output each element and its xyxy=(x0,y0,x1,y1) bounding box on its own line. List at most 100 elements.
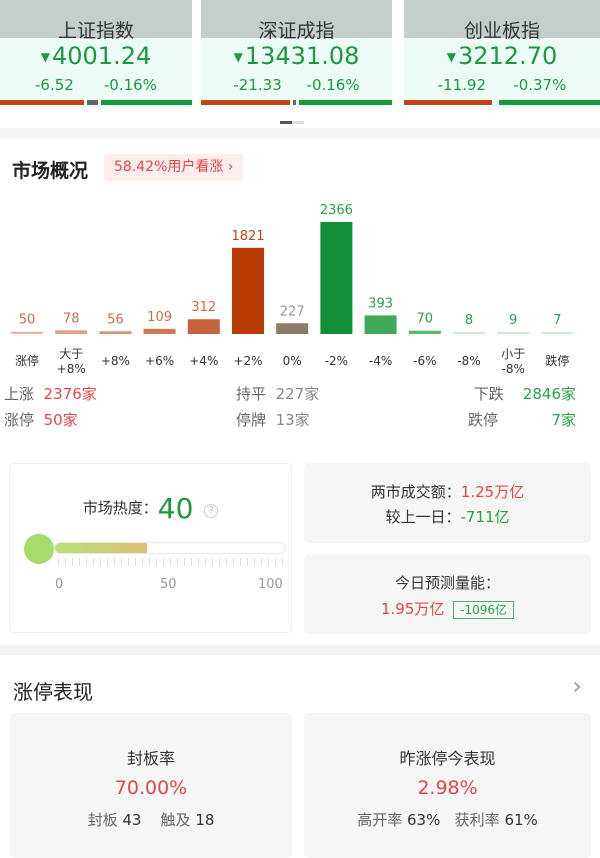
high-open-value: 63% xyxy=(407,811,441,829)
index-price: ▼13431.08 xyxy=(201,42,392,70)
forecast-label: 今日预测量能： xyxy=(394,574,500,592)
turnover-value: 1.25万亿 xyxy=(460,483,525,501)
limit-down-label: 跌停 xyxy=(468,411,499,429)
index-pct: -0.16% xyxy=(306,76,360,94)
bar-value-label: 9 xyxy=(509,313,517,328)
prev-value: -711亿 xyxy=(460,508,510,526)
category-label: +4% xyxy=(189,354,218,368)
overlay xyxy=(404,0,600,38)
bar-2 xyxy=(99,331,132,334)
bar-12 xyxy=(541,332,574,334)
index-change: -11.92 xyxy=(437,76,486,94)
down-triangle-icon: ▼ xyxy=(446,50,456,64)
yesterday-limit-card[interactable]: 昨涨停今表现 2.98% 高开率 63% 获利率 61% xyxy=(304,713,591,858)
market-heat-card: 市场热度：40 ? 0 50 100 xyxy=(9,463,292,633)
bar-10 xyxy=(453,332,485,334)
breadth-bar xyxy=(201,100,392,105)
bar-value-label: 227 xyxy=(280,304,305,319)
price-value: 13431.08 xyxy=(244,42,360,70)
breadth-bar xyxy=(404,100,600,105)
suspended-count: 13家 xyxy=(275,411,310,429)
prev-label: 较上一日： xyxy=(385,508,461,526)
index-change: -21.33 xyxy=(233,76,282,94)
index-carousel[interactable]: 上证指数 ▼4001.24 -6.52 -0.16% 深证成指 ▼13431.08… xyxy=(0,0,600,128)
gauge-knob xyxy=(24,534,54,564)
touched-label: 触及 xyxy=(160,811,191,829)
profit-label: 获利率 xyxy=(454,811,500,829)
index-price: ▼3212.70 xyxy=(404,42,600,70)
index-pct: -0.16% xyxy=(103,76,157,94)
bar-9 xyxy=(408,330,441,334)
bar-value-label: 7 xyxy=(553,313,561,328)
limit-up-title: 涨停表现 xyxy=(13,680,93,704)
chevron-right-icon: › xyxy=(227,159,234,175)
index-name: 创业板指 xyxy=(463,20,540,42)
heat-label: 市场热度： xyxy=(82,499,158,517)
bar-8 xyxy=(364,315,397,334)
high-open-label: 高开率 xyxy=(357,811,403,829)
category-label: +2% xyxy=(233,354,262,368)
category-label: -2% xyxy=(325,354,348,368)
bar-value-label: 2366 xyxy=(320,203,353,218)
tick-50: 50 xyxy=(160,577,177,592)
index-card-cyb[interactable]: 创业板指 ▼3212.70 -11.92 -0.37% xyxy=(404,0,600,108)
forecast-card: 今日预测量能： 1.95万亿 -1096亿 xyxy=(304,554,591,634)
overlay xyxy=(201,0,392,38)
index-pct: -0.37% xyxy=(513,76,567,94)
yesterday-value: 2.98% xyxy=(417,777,478,799)
bar-11 xyxy=(497,332,530,334)
bar-value-label: 1821 xyxy=(231,229,264,244)
divider xyxy=(0,645,600,655)
sealed-count: 43 xyxy=(122,811,142,829)
flat-count: 227家 xyxy=(275,385,320,403)
tick-0: 0 xyxy=(55,577,64,592)
forecast-value: 1.95万亿 xyxy=(380,600,445,618)
bar-7 xyxy=(320,222,353,334)
heat-value: 40 xyxy=(157,492,194,525)
index-change: -6.52 xyxy=(35,76,74,94)
forecast-delta: -1096亿 xyxy=(453,601,515,619)
bar-value-label: 393 xyxy=(368,296,393,311)
carousel-pager[interactable] xyxy=(280,121,304,124)
index-name: 上证指数 xyxy=(57,20,134,42)
category-label: 跌停 xyxy=(545,353,569,368)
seal-rate-card[interactable]: 封板率 70.00% 封板 43 触及 18 xyxy=(10,713,292,858)
overlay xyxy=(0,0,192,38)
turnover-label: 两市成交额： xyxy=(370,483,461,501)
limit-up-count: 50家 xyxy=(43,411,78,429)
market-overview-title: 市场概况 xyxy=(12,160,89,182)
touched-count: 18 xyxy=(195,811,215,829)
breadth-bar xyxy=(0,100,192,105)
down-label: 下跌 xyxy=(473,385,504,403)
bar-5 xyxy=(232,247,264,334)
bar-value-label: 78 xyxy=(63,311,80,326)
bar-0 xyxy=(11,331,43,334)
index-card-sh[interactable]: 上证指数 ▼4001.24 -6.52 -0.16% xyxy=(0,0,192,108)
up-count: 2376家 xyxy=(43,385,97,403)
down-triangle-icon: ▼ xyxy=(40,50,50,64)
bar-value-label: 56 xyxy=(107,312,124,327)
chevron-right-icon[interactable]: › xyxy=(572,672,582,700)
bar-value-label: 312 xyxy=(191,300,216,315)
badge-text: 58.42%用户看涨 xyxy=(114,159,224,175)
bar-value-label: 70 xyxy=(417,312,434,327)
index-card-sz[interactable]: 深证成指 ▼13431.08 -21.33 -0.16% xyxy=(201,0,392,108)
limit-down-count: 7家 xyxy=(551,411,576,429)
distribution-chart: 50涨停78大于+8%56+8%109+6%312+4%1821+2%2270%… xyxy=(11,203,574,376)
bar-1 xyxy=(55,330,88,334)
sentiment-badge[interactable]: 58.42%用户看涨 › xyxy=(104,154,244,181)
yesterday-title: 昨涨停今表现 xyxy=(399,749,496,768)
seal-title: 封板率 xyxy=(126,749,175,768)
suspended-label: 停牌 xyxy=(236,411,267,429)
profit-value: 61% xyxy=(504,811,538,829)
heat-fill xyxy=(55,543,147,553)
bar-6 xyxy=(276,323,309,334)
bar-value-label: 109 xyxy=(147,310,172,325)
down-triangle-icon: ▼ xyxy=(233,50,243,64)
bar-value-label: 50 xyxy=(19,313,36,328)
index-price: ▼4001.24 xyxy=(0,42,192,70)
category-label: -4% xyxy=(369,354,392,368)
category-label: 0% xyxy=(283,354,302,368)
bar-value-label: 8 xyxy=(465,313,473,328)
help-icon[interactable]: ? xyxy=(204,504,219,518)
